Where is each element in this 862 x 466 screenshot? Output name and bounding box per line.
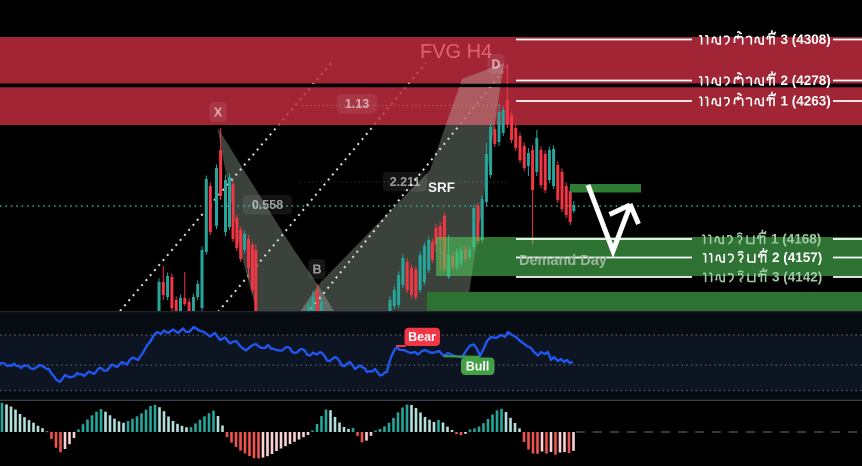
svg-text:3 (4142): 3 (4142) <box>772 270 822 285</box>
svg-text:0.558: 0.558 <box>252 198 283 212</box>
svg-text:Demand Day: Demand Day <box>519 253 607 269</box>
svg-text:3 (4308): 3 (4308) <box>781 32 831 47</box>
svg-text:SRF: SRF <box>428 180 455 195</box>
svg-text:Bear: Bear <box>408 330 436 344</box>
svg-text:2 (4157): 2 (4157) <box>772 250 822 265</box>
svg-text:1 (4263): 1 (4263) <box>781 94 831 109</box>
svg-text:1 (4168): 1 (4168) <box>771 232 821 247</box>
svg-text:1.13: 1.13 <box>345 97 369 111</box>
svg-text:FVG H4: FVG H4 <box>420 41 492 63</box>
svg-text:D: D <box>491 58 500 72</box>
svg-text:X: X <box>214 106 223 120</box>
svg-text:B: B <box>312 263 321 277</box>
svg-text:2 (4278): 2 (4278) <box>781 73 831 88</box>
svg-text:Bull: Bull <box>466 360 490 374</box>
svg-text:2.211: 2.211 <box>390 175 421 189</box>
